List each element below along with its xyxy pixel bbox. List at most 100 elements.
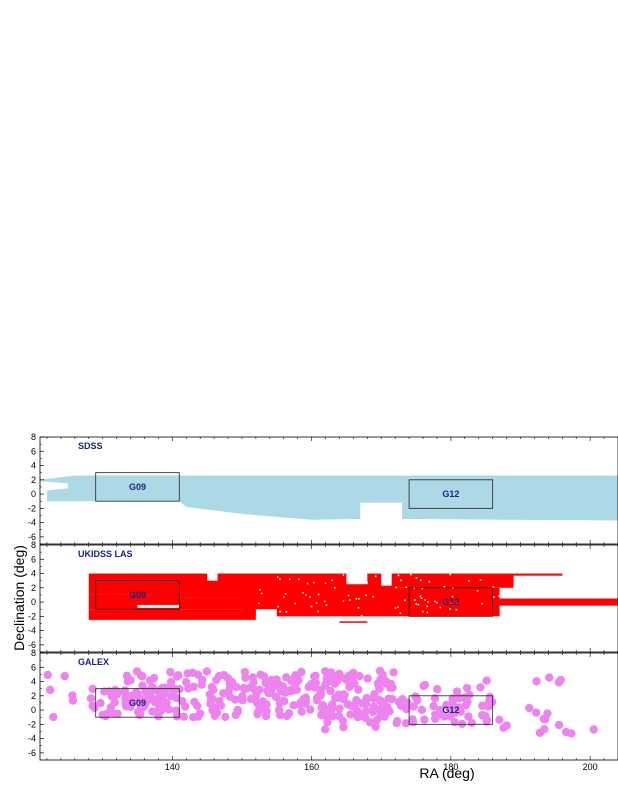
coverage-hole xyxy=(305,594,307,596)
coverage-tile xyxy=(321,725,330,734)
coverage-hole xyxy=(400,579,402,582)
coverage-tile xyxy=(259,672,269,681)
coverage-tile xyxy=(465,690,474,700)
coverage-tile xyxy=(495,715,504,724)
coverage-hole xyxy=(421,587,424,590)
coverage-tile xyxy=(401,719,411,728)
y-tick-label: -4 xyxy=(28,734,36,744)
coverage-tile xyxy=(179,597,256,610)
coverage-hole xyxy=(277,605,279,608)
coverage-hole xyxy=(309,596,311,598)
coverage-hole xyxy=(357,607,360,609)
coverage-hole xyxy=(302,591,304,594)
coverage-hole xyxy=(414,599,416,601)
coverage-tile xyxy=(456,707,466,716)
coverage-hole xyxy=(288,578,291,580)
coverage-tile xyxy=(166,667,175,677)
coverage-hole xyxy=(419,579,422,582)
coverage-tile xyxy=(206,699,215,709)
coverage-tile xyxy=(231,710,240,720)
coverage-tile xyxy=(198,675,207,685)
coverage-tile xyxy=(278,682,288,691)
coverage-hole xyxy=(355,597,358,600)
panel-title: SDSS xyxy=(78,441,103,451)
coverage-tile xyxy=(373,679,383,688)
coverage-hole xyxy=(310,605,313,608)
coverage-hole xyxy=(330,616,333,618)
field-label-g09: G09 xyxy=(129,590,146,600)
coverage-hole xyxy=(420,597,423,599)
coverage-tile xyxy=(282,711,292,721)
coverage-tile xyxy=(409,702,418,711)
coverage-hole xyxy=(349,599,351,601)
coverage-tile xyxy=(561,727,571,737)
y-tick-label: 4 xyxy=(31,461,36,471)
coverage-tile xyxy=(589,725,598,734)
coverage-tile xyxy=(292,678,301,687)
y-tick-label: -6 xyxy=(28,640,36,650)
coverage-tile xyxy=(45,685,55,695)
coverage-tile xyxy=(149,673,159,683)
coverage-hole xyxy=(481,602,483,605)
field-label-g12: G12 xyxy=(442,489,459,499)
coverage-hole xyxy=(426,605,429,608)
coverage-hole xyxy=(476,590,479,592)
coverage-tile xyxy=(182,677,191,687)
coverage-tile xyxy=(478,710,487,720)
coverage-hole xyxy=(374,575,377,578)
y-tick-label: -2 xyxy=(28,611,36,621)
coverage-hole xyxy=(450,602,453,605)
coverage-tile xyxy=(338,716,348,725)
coverage-tile xyxy=(525,703,534,713)
coverage-gap xyxy=(381,573,392,586)
coverage-tile xyxy=(96,698,105,708)
coverage-tile xyxy=(133,707,143,717)
coverage-hole xyxy=(315,602,318,604)
coverage-hole xyxy=(424,599,426,601)
coverage-tile xyxy=(295,700,304,709)
x-tick-label: 180 xyxy=(443,762,458,772)
coverage-tile xyxy=(170,684,180,694)
y-tick-label: 6 xyxy=(31,446,36,456)
coverage-tile xyxy=(297,707,306,716)
coverage-area xyxy=(40,475,618,521)
coverage-tile xyxy=(263,686,272,695)
coverage-tile xyxy=(241,587,500,617)
x-tick-label: 160 xyxy=(304,762,319,772)
coverage-tile xyxy=(88,609,256,620)
y-tick-label: 0 xyxy=(31,705,36,715)
coverage-tile xyxy=(90,703,99,713)
coverage-tile xyxy=(457,719,467,728)
coverage-tile xyxy=(240,667,250,677)
coverage-strip xyxy=(339,621,368,623)
coverage-hole xyxy=(339,615,342,618)
coverage-tile xyxy=(467,718,476,727)
coverage-tile xyxy=(353,712,362,722)
y-tick-label: 2 xyxy=(31,583,36,593)
coverage-tile xyxy=(43,670,52,680)
coverage-hole xyxy=(360,615,363,617)
panel-coverage xyxy=(43,666,598,738)
coverage-tile xyxy=(355,671,364,681)
coverage-tile xyxy=(435,705,445,715)
field-box-g09 xyxy=(95,472,180,502)
coverage-tile xyxy=(499,723,508,732)
coverage-hole xyxy=(323,600,326,603)
coverage-tile xyxy=(88,573,155,595)
panel-frame xyxy=(39,652,618,761)
coverage-hole xyxy=(276,576,279,578)
coverage-tile xyxy=(221,712,230,722)
coverage-hole xyxy=(387,580,389,582)
coverage-gap xyxy=(207,573,218,581)
coverage-hole xyxy=(405,586,407,588)
coverage-tile xyxy=(293,671,302,680)
coverage-tile xyxy=(326,707,335,716)
coverage-tile xyxy=(113,688,123,697)
coverage-tile xyxy=(141,698,150,707)
coverage-hole xyxy=(306,582,309,585)
coverage-tile xyxy=(216,701,226,710)
coverage-tile xyxy=(354,685,363,694)
coverage-hole xyxy=(436,601,438,604)
coverage-hole xyxy=(334,587,336,589)
coverage-tile xyxy=(378,674,388,683)
